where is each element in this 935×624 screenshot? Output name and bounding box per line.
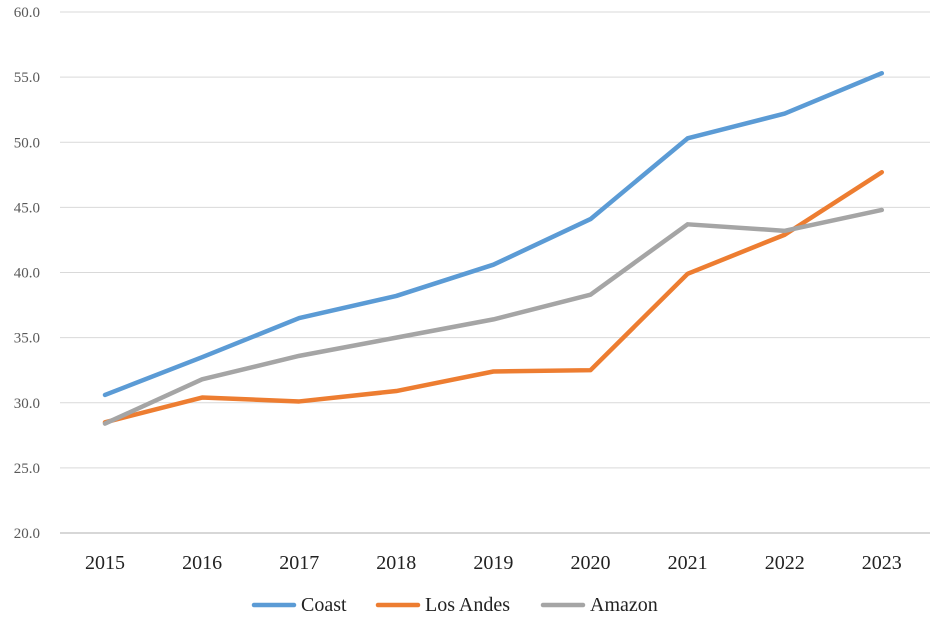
y-tick-label: 30.0 bbox=[14, 396, 40, 412]
x-tick-label: 2022 bbox=[765, 552, 805, 574]
x-tick-label: 2015 bbox=[85, 552, 125, 574]
y-tick-label: 45.0 bbox=[14, 200, 40, 216]
series-lines bbox=[102, 70, 885, 426]
legend-label: Amazon bbox=[590, 594, 658, 616]
x-tick-label: 2016 bbox=[182, 552, 222, 574]
legend-label: Los Andes bbox=[425, 594, 510, 616]
series-line-amazon bbox=[102, 207, 885, 426]
y-tick-label: 35.0 bbox=[14, 331, 40, 347]
legend-label: Coast bbox=[301, 594, 347, 616]
x-tick-label: 2019 bbox=[473, 552, 513, 574]
series-line-coast bbox=[102, 70, 885, 398]
series-line-los-andes bbox=[102, 169, 885, 425]
y-tick-label: 25.0 bbox=[14, 461, 40, 477]
y-tick-label: 50.0 bbox=[14, 135, 40, 151]
y-tick-label: 40.0 bbox=[14, 266, 40, 282]
x-axis-tick-labels: 2015 2016 2017 2018 2019 2020 2021 2022 2023 bbox=[85, 552, 902, 574]
x-tick-label: 2020 bbox=[571, 552, 611, 574]
y-tick-label: 60.0 bbox=[14, 5, 40, 21]
y-axis-tick-labels: 20.0 25.0 30.0 35.0 40.0 45.0 50.0 55.0 60.0 bbox=[14, 5, 40, 542]
legend: Coast Los Andes Amazon bbox=[251, 594, 658, 616]
x-tick-label: 2018 bbox=[376, 552, 416, 574]
gridlines bbox=[60, 11, 930, 534]
x-tick-label: 2021 bbox=[668, 552, 708, 574]
y-tick-label: 55.0 bbox=[14, 70, 40, 86]
x-tick-label: 2023 bbox=[862, 552, 902, 574]
x-tick-label: 2017 bbox=[279, 552, 319, 574]
y-tick-label: 20.0 bbox=[14, 526, 40, 542]
